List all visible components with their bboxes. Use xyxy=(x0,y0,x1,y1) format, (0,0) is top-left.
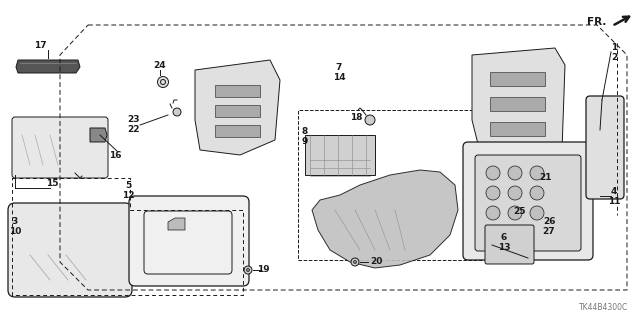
Text: 15: 15 xyxy=(45,179,58,188)
Polygon shape xyxy=(490,72,545,86)
Circle shape xyxy=(508,206,522,220)
Circle shape xyxy=(351,258,359,266)
Text: 12: 12 xyxy=(122,190,134,199)
Text: FR.: FR. xyxy=(587,17,606,27)
Text: 19: 19 xyxy=(257,265,269,275)
FancyBboxPatch shape xyxy=(475,155,581,251)
Circle shape xyxy=(530,206,544,220)
Circle shape xyxy=(173,108,181,116)
Polygon shape xyxy=(215,85,260,97)
Text: 10: 10 xyxy=(9,227,21,236)
Circle shape xyxy=(486,166,500,180)
Polygon shape xyxy=(215,105,260,117)
Text: 5: 5 xyxy=(125,181,131,189)
Text: 9: 9 xyxy=(302,137,308,146)
Text: 20: 20 xyxy=(370,257,382,266)
Polygon shape xyxy=(90,128,107,142)
Circle shape xyxy=(486,186,500,200)
FancyBboxPatch shape xyxy=(12,117,108,178)
Bar xyxy=(298,110,483,260)
Circle shape xyxy=(530,166,544,180)
Text: 6: 6 xyxy=(501,233,507,241)
Circle shape xyxy=(244,266,252,274)
Text: 26: 26 xyxy=(543,218,556,226)
FancyBboxPatch shape xyxy=(305,135,375,175)
Text: 25: 25 xyxy=(514,207,526,217)
Circle shape xyxy=(353,261,356,263)
Text: TK44B4300C: TK44B4300C xyxy=(579,303,628,312)
Text: 22: 22 xyxy=(127,125,140,135)
Text: 2: 2 xyxy=(611,54,617,63)
FancyBboxPatch shape xyxy=(485,225,534,264)
Circle shape xyxy=(246,269,250,271)
Text: 18: 18 xyxy=(349,114,362,122)
Text: 14: 14 xyxy=(333,73,346,83)
Circle shape xyxy=(508,166,522,180)
Text: 27: 27 xyxy=(543,227,556,236)
Text: 11: 11 xyxy=(608,197,620,206)
Polygon shape xyxy=(215,125,260,137)
Polygon shape xyxy=(490,97,545,111)
Polygon shape xyxy=(195,60,280,155)
Text: 13: 13 xyxy=(498,242,510,251)
FancyBboxPatch shape xyxy=(463,142,593,260)
Polygon shape xyxy=(168,218,185,230)
Text: 3: 3 xyxy=(12,218,18,226)
Circle shape xyxy=(508,186,522,200)
Circle shape xyxy=(486,206,500,220)
Text: 23: 23 xyxy=(127,115,140,124)
Polygon shape xyxy=(16,60,80,73)
Text: 16: 16 xyxy=(109,151,121,160)
Text: 7: 7 xyxy=(336,63,342,72)
Text: 24: 24 xyxy=(154,61,166,70)
Text: 17: 17 xyxy=(34,41,46,49)
Polygon shape xyxy=(472,48,565,158)
Circle shape xyxy=(365,115,375,125)
FancyBboxPatch shape xyxy=(8,203,132,297)
FancyBboxPatch shape xyxy=(129,196,249,286)
Circle shape xyxy=(530,186,544,200)
Text: 4: 4 xyxy=(611,188,617,197)
Text: 1: 1 xyxy=(611,43,617,53)
FancyBboxPatch shape xyxy=(586,96,624,199)
Text: 8: 8 xyxy=(302,128,308,137)
Polygon shape xyxy=(490,122,545,136)
Circle shape xyxy=(157,77,168,87)
Text: 21: 21 xyxy=(539,174,551,182)
Polygon shape xyxy=(312,170,458,268)
